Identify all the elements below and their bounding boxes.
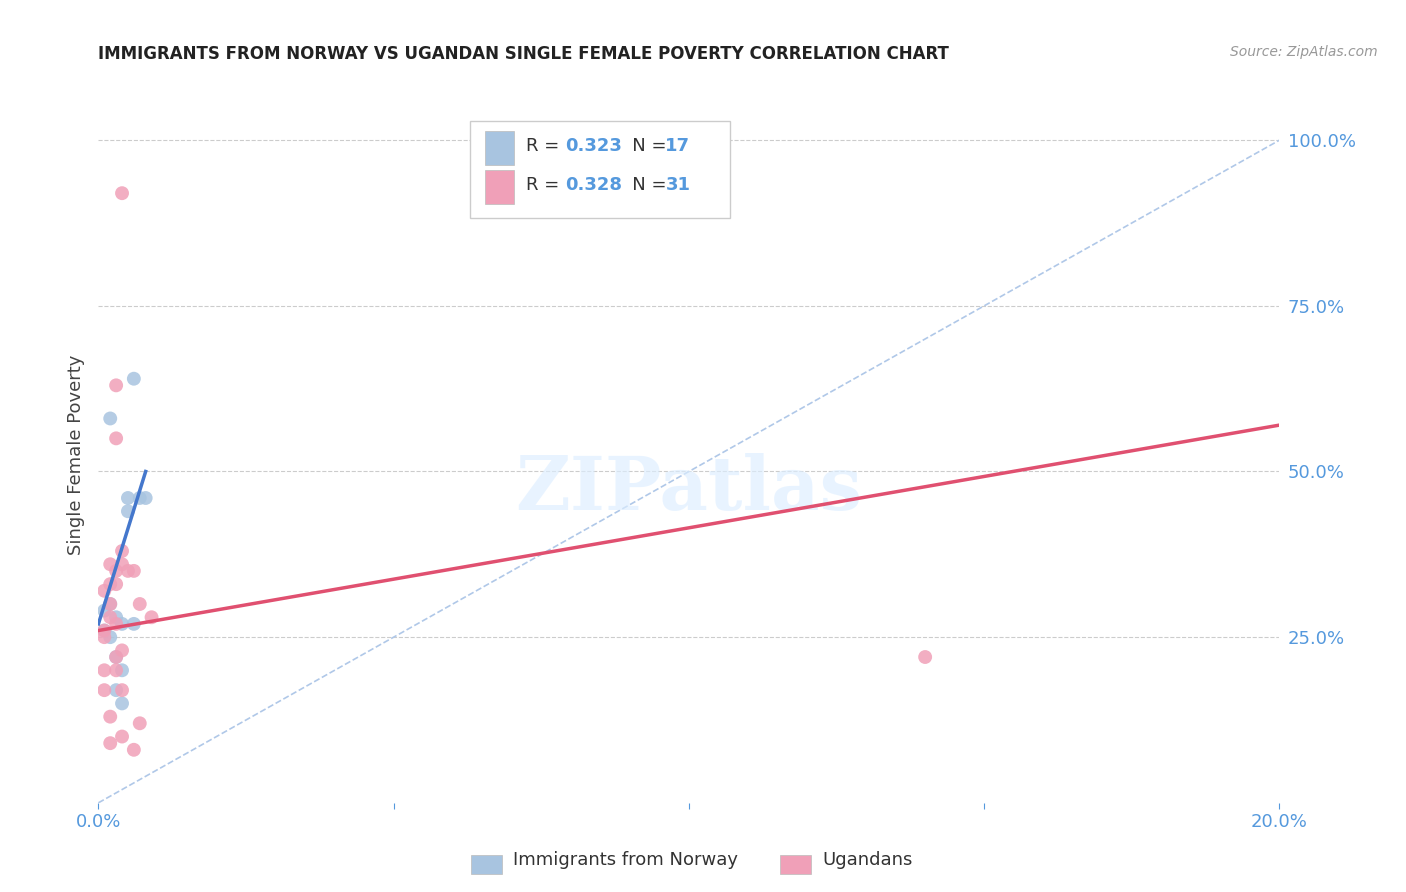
Point (98, 558, 121, 572)
Point (105, 577, 128, 591)
Point (122, 616, 145, 631)
Y-axis label: Single Female Poverty: Single Female Poverty (66, 355, 84, 555)
Text: R =: R = (526, 137, 565, 155)
Point (117, 564, 139, 578)
Point (117, 504, 139, 518)
Point (111, 663, 134, 677)
Text: N =: N = (614, 137, 672, 155)
Text: 0.328: 0.328 (565, 177, 621, 194)
Point (117, 491, 139, 505)
Point (98, 630, 121, 644)
Text: Ugandans: Ugandans (823, 851, 912, 869)
Point (105, 663, 128, 677)
Text: N =: N = (614, 177, 672, 194)
Point (105, 610, 128, 624)
Point (111, 697, 134, 711)
Point (128, 716, 150, 731)
Point (93, 683, 115, 698)
Text: Source: ZipAtlas.com: Source: ZipAtlas.com (1230, 45, 1378, 59)
Point (98, 709, 121, 723)
Point (93, 663, 115, 677)
Point (141, 610, 163, 624)
Point (98, 597, 121, 611)
Point (98, 597, 121, 611)
FancyBboxPatch shape (485, 170, 515, 203)
Point (105, 378, 128, 392)
Point (128, 597, 150, 611)
Point (111, 616, 134, 631)
Point (122, 564, 145, 578)
FancyBboxPatch shape (471, 121, 730, 219)
Point (93, 583, 115, 598)
Point (98, 736, 121, 750)
Text: 17: 17 (665, 137, 690, 155)
Text: ZIPatlas: ZIPatlas (516, 453, 862, 526)
Text: Immigrants from Norway: Immigrants from Norway (513, 851, 738, 869)
Point (111, 544, 134, 558)
Point (111, 186, 134, 201)
Point (105, 650, 128, 665)
Point (93, 604, 115, 618)
FancyBboxPatch shape (485, 131, 515, 165)
Point (105, 616, 128, 631)
Point (135, 491, 157, 505)
Point (105, 431, 128, 445)
Text: IMMIGRANTS FROM NORWAY VS UGANDAN SINGLE FEMALE POVERTY CORRELATION CHART: IMMIGRANTS FROM NORWAY VS UGANDAN SINGLE… (98, 45, 949, 62)
Point (111, 730, 134, 744)
Point (98, 577, 121, 591)
Point (93, 624, 115, 638)
Text: R =: R = (526, 177, 565, 194)
Point (98, 411, 121, 425)
Point (128, 491, 150, 505)
Point (111, 643, 134, 657)
Point (93, 624, 115, 638)
Point (122, 743, 145, 757)
Point (122, 372, 145, 386)
Point (105, 564, 128, 578)
Text: 31: 31 (665, 177, 690, 194)
Point (98, 610, 121, 624)
Point (105, 683, 128, 698)
Point (111, 683, 134, 698)
Text: 0.323: 0.323 (565, 137, 621, 155)
Point (914, 650, 936, 665)
Point (111, 558, 134, 572)
Point (93, 630, 115, 644)
Point (105, 650, 128, 665)
